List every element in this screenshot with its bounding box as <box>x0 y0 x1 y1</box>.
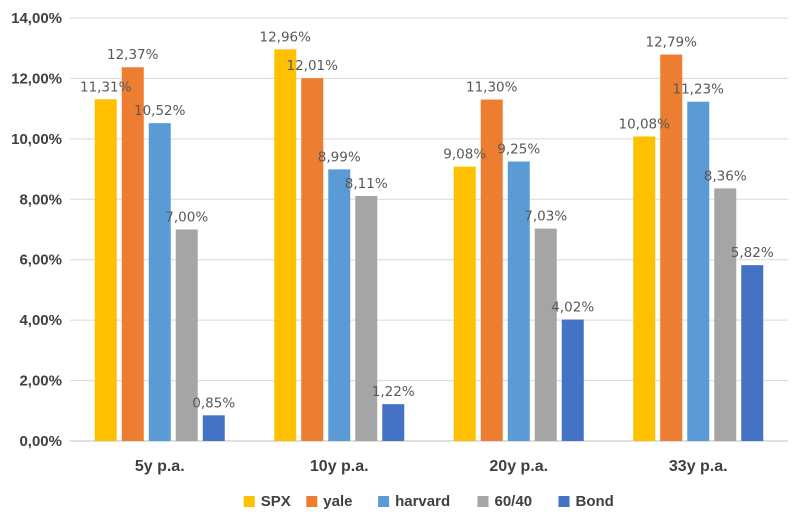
bar-60-40 <box>175 229 198 441</box>
legend-swatch <box>306 496 318 507</box>
x-tick-label: 5y p.a. <box>135 458 185 475</box>
x-tick-label: 10y p.a. <box>310 458 369 475</box>
bar-yale <box>121 67 144 442</box>
data-label: 0,85% <box>192 395 235 411</box>
bars <box>94 49 764 442</box>
data-label: 4,02% <box>551 300 594 316</box>
legend: SPX yale harvard 60/40 Bond <box>243 493 614 510</box>
bar-yale <box>480 99 503 441</box>
bar-harvard <box>148 123 171 441</box>
y-tick-label: 12,00% <box>11 70 62 87</box>
legend-swatch <box>243 496 255 507</box>
data-label: 11,30% <box>466 80 518 96</box>
legend-swatch <box>477 496 489 507</box>
data-label: 8,99% <box>318 149 361 165</box>
bar-60-40 <box>534 228 557 441</box>
legend-label: 60/40 <box>495 493 533 510</box>
bar-spx <box>633 136 656 441</box>
data-label: 12,01% <box>287 58 339 74</box>
y-tick-label: 8,00% <box>19 191 62 208</box>
data-label: 9,25% <box>497 142 540 158</box>
x-axis-tick-labels: 5y p.a. 10y p.a. 20y p.a. 33y p.a. <box>135 458 728 475</box>
legend-swatch <box>558 496 570 507</box>
bar-bond <box>741 265 764 441</box>
bar-harvard <box>328 169 351 441</box>
bar-60-40 <box>355 195 378 441</box>
legend-swatch <box>378 496 390 507</box>
data-labels: 11,31% 12,37% 10,52% 7,00% 0,85% 12,96% 12,01%… <box>80 29 774 411</box>
data-label: 7,03% <box>524 209 567 225</box>
y-tick-label: 14,00% <box>11 10 62 27</box>
bar-harvard <box>687 101 710 441</box>
legend-label: harvard <box>395 493 450 510</box>
x-tick-label: 33y p.a. <box>669 458 728 475</box>
bar-bond <box>382 404 405 441</box>
bar-spx <box>274 49 297 442</box>
x-tick-label: 20y p.a. <box>489 458 548 475</box>
data-label: 12,37% <box>107 47 159 63</box>
bar-harvard <box>507 161 530 441</box>
data-label: 10,08% <box>619 116 671 132</box>
y-tick-label: 10,00% <box>11 131 62 148</box>
bar-yale <box>301 78 324 441</box>
bar-bond <box>202 415 225 441</box>
data-label: 7,00% <box>165 210 208 226</box>
legend-label: SPX <box>261 493 291 510</box>
y-tick-label: 2,00% <box>19 373 62 390</box>
y-tick-label: 4,00% <box>19 312 62 329</box>
bar-spx <box>94 99 117 441</box>
data-label: 11,23% <box>673 82 725 98</box>
data-label: 12,96% <box>260 29 312 45</box>
y-tick-label: 0,00% <box>19 433 62 450</box>
data-label: 1,22% <box>372 384 415 400</box>
data-label: 5,82% <box>731 245 774 261</box>
legend-label: yale <box>323 493 352 510</box>
data-label: 9,08% <box>443 147 486 163</box>
bar-60-40 <box>714 188 737 441</box>
bar-yale <box>660 54 683 441</box>
y-tick-label: 6,00% <box>19 252 62 269</box>
data-label: 8,11% <box>345 176 388 192</box>
data-label: 8,36% <box>704 168 747 184</box>
bar-bond <box>561 319 584 441</box>
data-label: 10,52% <box>134 103 186 119</box>
legend-label: Bond <box>576 493 614 510</box>
bar-spx <box>453 166 476 441</box>
data-label: 12,79% <box>646 35 698 51</box>
y-axis-tick-labels: 0,00% 2,00% 4,00% 6,00% 8,00% 10,00% 12,00% 14,… <box>11 10 62 450</box>
data-label: 11,31% <box>80 79 132 95</box>
